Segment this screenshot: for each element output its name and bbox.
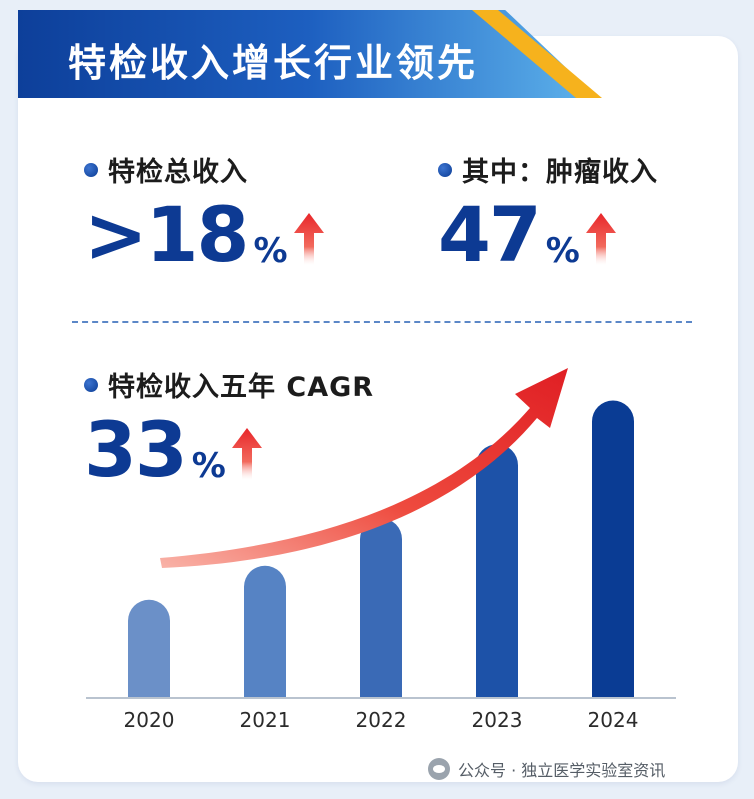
bar-2024 — [592, 400, 634, 697]
up-arrow-icon — [231, 428, 262, 480]
page-title: 特检收入增长行业领先 — [68, 41, 479, 85]
stat-tumor-revenue: 其中：肿瘤收入 47 % — [438, 150, 658, 273]
stat-total-unit: % — [253, 231, 288, 271]
trend-arrow-icon — [160, 368, 568, 568]
bar-2022 — [360, 518, 402, 697]
bullet-icon — [84, 377, 98, 392]
x-tick-label-2021: 2021 — [240, 708, 291, 732]
watermark-text: 公众号 · 独立医学实验室资讯 — [458, 761, 666, 780]
stat-tumor-label: 其中：肿瘤收入 — [462, 157, 658, 188]
stat-total-label: 特检总收入 — [108, 157, 248, 188]
x-tick-label-2023: 2023 — [472, 708, 523, 732]
bar-2021 — [244, 565, 286, 697]
x-tick-label-2022: 2022 — [356, 708, 407, 732]
watermark: 公众号 · 独立医学实验室资讯 — [428, 757, 665, 781]
stat-tumor-value: 47 — [438, 190, 542, 279]
section-divider — [72, 321, 692, 323]
bar-2023 — [476, 444, 518, 697]
wechat-icon — [428, 758, 450, 780]
stat-total-value: >18 — [84, 190, 249, 279]
bullet-icon — [438, 162, 452, 177]
stat-cagr-value: 33 — [84, 405, 188, 494]
stat-total-revenue: 特检总收入 >18 % — [84, 150, 326, 273]
stat-cagr-label: 特检收入五年 CAGR — [108, 372, 375, 403]
stat-cagr-unit: % — [191, 446, 226, 486]
bar-2020 — [128, 599, 170, 697]
stat-cagr: 特检收入五年 CAGR 33 % — [84, 365, 374, 488]
stat-tumor-unit: % — [545, 231, 580, 271]
x-tick-label-2024: 2024 — [588, 708, 639, 732]
x-tick-label-2020: 2020 — [124, 708, 175, 732]
bullet-icon — [84, 162, 98, 177]
